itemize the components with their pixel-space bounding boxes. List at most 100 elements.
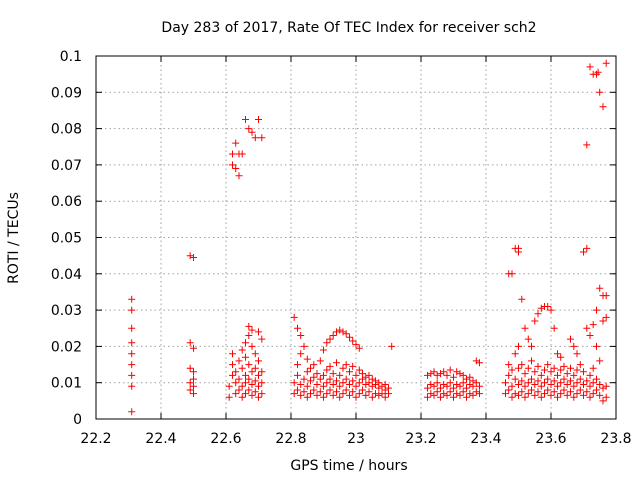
data-point	[235, 357, 243, 365]
data-point	[186, 252, 194, 260]
data-point	[381, 393, 389, 401]
x-tick-label: 22.6	[210, 431, 241, 447]
data-point	[602, 382, 610, 390]
data-point	[560, 375, 568, 383]
data-point	[537, 304, 545, 312]
data-point	[368, 375, 376, 383]
data-point	[352, 341, 360, 349]
data-point	[242, 390, 249, 398]
data-point	[349, 388, 357, 396]
data-point	[329, 370, 337, 378]
y-tick-label: 0.08	[51, 122, 82, 138]
data-point	[563, 391, 571, 399]
data-point	[225, 382, 233, 390]
y-tick-label: 0	[73, 412, 82, 428]
data-point	[446, 366, 454, 374]
data-point	[544, 303, 552, 310]
data-point	[310, 373, 318, 381]
data-point	[593, 306, 600, 314]
data-point	[554, 382, 561, 390]
data-point	[245, 125, 253, 133]
data-point	[544, 375, 552, 383]
data-point	[378, 382, 386, 390]
data-point	[333, 359, 340, 367]
data-point	[323, 366, 331, 374]
data-point	[508, 270, 516, 278]
data-point	[336, 382, 344, 390]
chart-title: Day 283 of 2017, Rate Of TEC Index for r…	[161, 20, 536, 36]
data-point	[255, 328, 262, 336]
data-point	[463, 393, 470, 401]
data-point	[242, 353, 249, 361]
data-point	[573, 390, 581, 398]
data-point	[433, 388, 441, 396]
data-point	[534, 310, 542, 318]
data-point	[128, 324, 136, 332]
data-point	[567, 335, 574, 343]
data-point	[560, 362, 568, 370]
data-point	[557, 379, 565, 387]
data-point	[333, 388, 340, 396]
data-point	[531, 381, 539, 388]
data-point	[349, 337, 357, 345]
data-point	[476, 382, 483, 390]
data-point	[521, 324, 529, 332]
data-point	[515, 381, 522, 388]
data-point	[586, 382, 594, 390]
data-point	[326, 335, 334, 343]
data-point	[459, 388, 467, 396]
data-point	[307, 390, 314, 398]
data-point	[580, 381, 587, 388]
data-point	[596, 381, 604, 388]
data-point	[346, 381, 353, 388]
data-point	[550, 364, 558, 372]
data-point	[352, 393, 360, 401]
data-point	[531, 317, 539, 325]
data-point	[583, 324, 591, 332]
data-point	[576, 375, 584, 383]
data-point	[443, 391, 451, 399]
data-point	[290, 379, 298, 387]
data-point	[472, 357, 480, 365]
y-tick-label: 0.05	[51, 231, 82, 247]
data-point	[463, 384, 470, 392]
data-point	[563, 370, 571, 378]
data-point	[541, 379, 548, 387]
data-point	[508, 393, 516, 401]
data-point	[547, 381, 555, 388]
x-tick-label: 23.2	[405, 431, 436, 447]
data-point	[242, 379, 249, 387]
data-point	[580, 391, 587, 399]
data-point	[518, 377, 526, 385]
data-point	[528, 375, 535, 383]
data-point	[359, 386, 366, 394]
data-point	[329, 391, 337, 399]
data-point	[433, 379, 441, 387]
data-point	[229, 161, 236, 169]
data-point	[190, 368, 197, 376]
data-point	[320, 346, 327, 354]
data-point	[128, 361, 136, 369]
data-point	[602, 313, 610, 321]
data-point	[245, 386, 253, 394]
data-point	[567, 364, 574, 372]
data-point	[547, 306, 555, 314]
data-point	[505, 371, 513, 379]
data-point	[229, 150, 236, 158]
data-point	[456, 382, 464, 390]
data-point	[225, 393, 233, 401]
data-point	[505, 386, 513, 394]
data-point	[576, 361, 584, 369]
data-point	[128, 382, 136, 390]
data-point	[323, 390, 331, 398]
data-point	[248, 128, 256, 136]
data-point	[593, 342, 600, 350]
data-point	[248, 381, 256, 388]
data-point	[359, 370, 366, 378]
data-point	[342, 386, 350, 394]
data-point	[300, 342, 308, 350]
data-point	[232, 165, 240, 172]
data-point	[365, 388, 373, 396]
data-point	[424, 384, 431, 392]
data-point	[570, 393, 578, 401]
